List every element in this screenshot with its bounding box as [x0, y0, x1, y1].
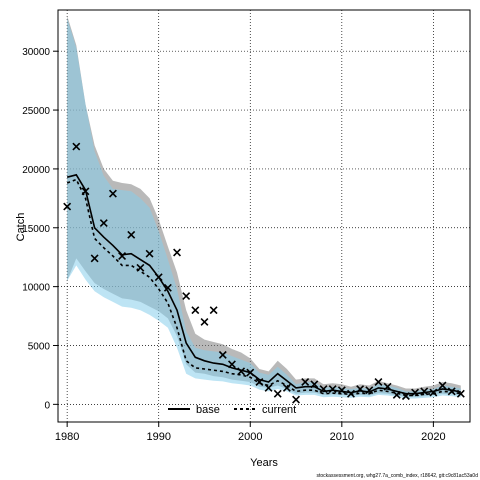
y-tick-label: 10000 [22, 283, 50, 294]
plot-frame [57, 9, 471, 423]
y-axis-ticks: 0 5000 10000 15000 20000 25000 30000 [22, 47, 58, 411]
observed-point [191, 306, 200, 315]
x-tick-label: 2000 [238, 431, 262, 443]
observed-point [319, 385, 328, 394]
confidence-bands [67, 15, 461, 399]
observed-point [182, 292, 191, 301]
observed-point [411, 388, 420, 397]
y-tick-label: 25000 [22, 106, 50, 117]
observed-point [200, 317, 209, 326]
current-confidence-band [67, 18, 461, 399]
observed-point [456, 389, 465, 398]
y-axis-label: Catch [15, 213, 27, 242]
observed-point [72, 142, 81, 151]
y-tick-label: 30000 [22, 47, 50, 58]
observed-point [246, 368, 255, 377]
observed-point [310, 380, 319, 389]
observed-point [108, 189, 117, 198]
observed-point [163, 283, 172, 292]
observed-point [420, 387, 429, 396]
observed-point [328, 385, 337, 394]
observed-point [227, 360, 236, 369]
observed-point [173, 248, 181, 257]
observed-point [438, 381, 447, 390]
observed-point [337, 386, 346, 395]
legend-label-base: base [196, 404, 220, 416]
series-lines [66, 173, 461, 397]
observed-point [365, 386, 374, 395]
observed-point [218, 350, 227, 359]
observed-point [273, 389, 282, 398]
observed-point [118, 252, 127, 260]
current-line [66, 178, 461, 397]
observed-point [209, 306, 218, 315]
x-tick-label: 1990 [146, 431, 170, 443]
observed-point [282, 383, 291, 392]
observed-point [264, 383, 273, 392]
observed-point [145, 249, 154, 258]
observed-point [90, 254, 99, 263]
observed-point [255, 378, 264, 386]
x-tick-label: 2010 [330, 431, 354, 443]
legend: base current [168, 404, 296, 416]
observed-point [347, 389, 355, 398]
observed-point [301, 378, 310, 386]
x-axis-ticks: 1980 1990 2000 2010 2020 [55, 422, 446, 443]
observed-point [447, 387, 456, 396]
observed-point [429, 388, 438, 397]
observed-points [63, 142, 465, 404]
footer-note: stockassessment.org, whg27.7a_comb_index… [317, 473, 479, 479]
observed-point [392, 390, 401, 399]
observed-point [374, 378, 383, 386]
y-tick-label: 20000 [22, 165, 50, 176]
observed-point [383, 382, 392, 391]
observed-point [81, 187, 90, 196]
observed-point [99, 219, 108, 228]
y-tick-label: 15000 [22, 224, 50, 235]
observed-point [237, 367, 246, 376]
observed-point [127, 230, 136, 239]
y-tick-label: 0 [44, 400, 50, 411]
observed-point [63, 202, 72, 211]
observed-point [292, 395, 301, 404]
base-line [66, 173, 461, 395]
observed-point [136, 263, 145, 272]
legend-label-current: current [262, 404, 296, 416]
observed-point [356, 385, 365, 394]
x-tick-label: 2020 [421, 431, 445, 443]
x-axis-label: Years [250, 457, 278, 469]
observed-point [401, 392, 410, 401]
y-tick-label: 5000 [28, 341, 51, 352]
x-tick-label: 1980 [55, 431, 79, 443]
observed-point [154, 273, 163, 282]
